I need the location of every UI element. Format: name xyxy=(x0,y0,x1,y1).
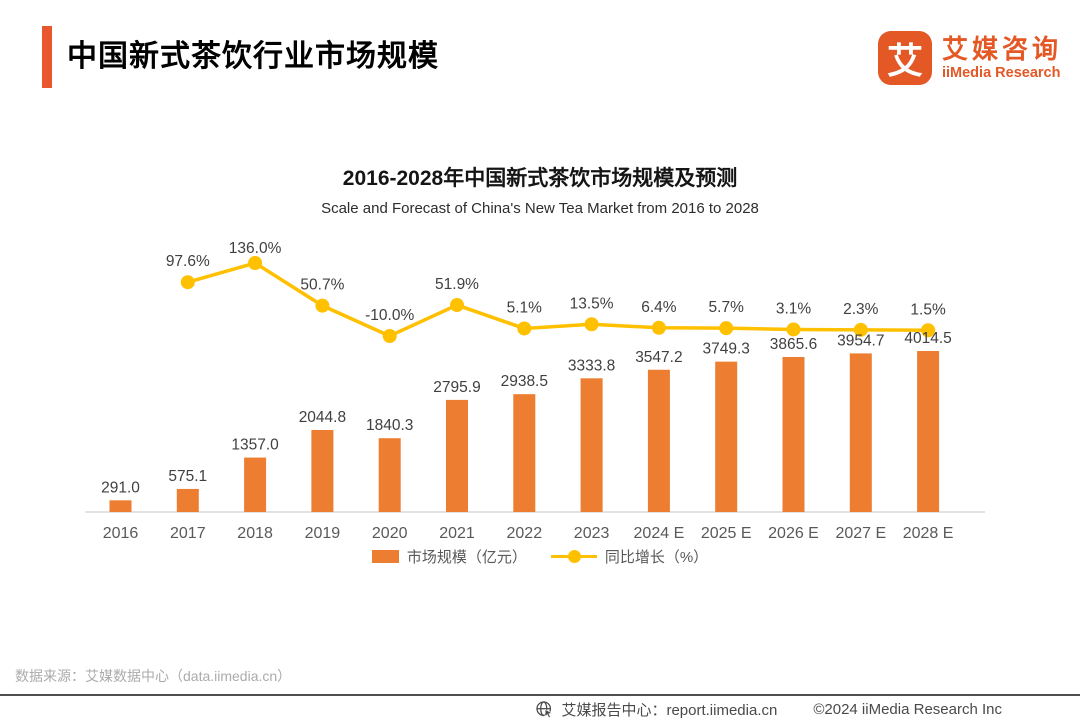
bar-2025 E xyxy=(715,361,738,512)
x-axis-label: 2021 xyxy=(439,525,475,540)
bar-value-label: 3865.6 xyxy=(770,336,817,353)
growth-value-label: 136.0% xyxy=(229,240,282,257)
bar-2026 E xyxy=(782,356,805,512)
accent-bar xyxy=(42,26,52,88)
legend-bar-label: 市场规模（亿元） xyxy=(406,549,527,566)
growth-marker xyxy=(719,321,734,336)
bar-value-label: 3749.3 xyxy=(702,341,749,358)
growth-marker xyxy=(786,322,801,337)
logo-name-cn: 艾媒咨询 xyxy=(941,34,1062,64)
chart-subtitle: Scale and Forecast of China's New Tea Ma… xyxy=(321,200,759,217)
legend-item-bar: 市场规模（亿元） xyxy=(371,546,527,567)
x-axis-label: 2022 xyxy=(507,525,543,540)
copyright-text: ©2024 iiMedia Research Inc xyxy=(813,701,1002,718)
growth-marker xyxy=(450,298,464,313)
chart-legend: 市场规模（亿元） 同比增长（%） xyxy=(0,546,1080,567)
bar-value-label: 4014.5 xyxy=(904,330,951,347)
growth-value-label: 51.9% xyxy=(435,276,479,293)
growth-marker xyxy=(921,323,936,338)
bar-2018 xyxy=(244,457,267,512)
growth-marker xyxy=(248,256,263,270)
bar-value-label: 2044.8 xyxy=(299,409,346,426)
bar-2023 xyxy=(580,378,603,512)
bar-2022 xyxy=(513,394,536,512)
bar-value-label: 2938.5 xyxy=(501,373,548,390)
bar-value-label: 3547.2 xyxy=(635,349,682,366)
logo-icon: 艾 xyxy=(877,31,932,85)
growth-marker xyxy=(584,317,599,332)
chart-title: 2016-2028年中国新式茶饮市场规模及预测 xyxy=(342,167,738,190)
bar-2028 E xyxy=(917,351,940,512)
growth-value-label: 5.7% xyxy=(709,299,745,316)
growth-marker xyxy=(651,320,666,335)
bar-2016 xyxy=(109,500,132,512)
bar-value-label: 2795.9 xyxy=(433,379,480,396)
growth-marker xyxy=(315,298,330,313)
bar-2017 xyxy=(176,488,199,512)
legend-line-label: 同比增长（%） xyxy=(604,549,709,566)
bar-2027 E xyxy=(849,353,872,512)
growth-value-label: 2.3% xyxy=(843,301,879,318)
bar-value-label: 291.0 xyxy=(101,479,140,496)
x-axis-label: 2028 E xyxy=(903,525,954,540)
footer-divider xyxy=(0,694,1080,696)
growth-value-label: -10.0% xyxy=(365,307,414,324)
x-axis-label: 2023 xyxy=(574,525,610,540)
growth-marker xyxy=(517,321,532,336)
bar-line-chart: 2016 2017 2018 2019 2020 2021 2022 2023 2024 E 20… xyxy=(85,240,985,540)
data-source-note: 数据来源：艾媒数据中心（data.iimedia.cn） xyxy=(15,668,292,684)
growth-value-label: 3.1% xyxy=(776,300,812,317)
bar-value-label: 1840.3 xyxy=(366,417,413,434)
report-center-text: 艾媒报告中心：report.iimedia.cn xyxy=(561,702,778,719)
page-header: 中国新式茶饮行业市场规模 xyxy=(42,26,439,88)
growth-marker xyxy=(382,329,397,343)
line-series-swatch xyxy=(550,550,597,563)
growth-value-label: 6.4% xyxy=(641,299,677,316)
page-title: 中国新式茶饮行业市场规模 xyxy=(67,40,439,73)
growth-value-label: 50.7% xyxy=(300,277,344,294)
footer-bar: 艾媒报告中心：report.iimedia.cn ©2024 iiMedia R… xyxy=(0,699,1080,720)
growth-marker xyxy=(853,322,868,337)
x-axis-label: 2019 xyxy=(305,525,341,540)
bar-series-swatch xyxy=(371,550,399,563)
growth-value-label: 1.5% xyxy=(910,301,946,318)
bar-2020 xyxy=(378,438,401,512)
x-axis-label: 2018 xyxy=(237,525,273,540)
growth-line xyxy=(187,261,929,338)
bar-2021 xyxy=(446,399,468,512)
globe-cursor-icon xyxy=(536,701,554,719)
x-axis-label: 2020 xyxy=(372,525,408,540)
growth-value-label: 13.5% xyxy=(570,295,614,312)
bar-value-label: 575.1 xyxy=(168,468,207,485)
growth-marker xyxy=(180,275,195,290)
bar-2019 xyxy=(311,430,334,512)
x-axis-label: 2025 E xyxy=(701,525,752,540)
bar-value-label: 3954.7 xyxy=(837,332,884,349)
x-axis-label: 2017 xyxy=(170,525,206,540)
growth-value-label: 97.6% xyxy=(166,253,210,270)
logo-name-en: iiMedia Research xyxy=(941,65,1061,81)
x-axis-label: 2026 E xyxy=(768,525,819,540)
logo-text: 艾媒咨询 iiMedia Research xyxy=(942,34,1062,82)
growth-value-label: 5.1% xyxy=(507,299,543,316)
x-axis-label: 2024 E xyxy=(634,525,685,540)
x-axis-label: 2016 xyxy=(103,525,139,540)
bar-value-label: 3333.8 xyxy=(568,357,615,374)
iimedia-logo: 艾 艾媒咨询 iiMedia Research xyxy=(877,31,1062,85)
legend-item-line: 同比增长（%） xyxy=(550,546,709,567)
bar-2024 E xyxy=(647,369,670,512)
bar-value-label: 1357.0 xyxy=(231,437,279,454)
x-axis-label: 2027 E xyxy=(835,525,886,540)
report-center: 艾媒报告中心：report.iimedia.cn xyxy=(535,699,777,720)
